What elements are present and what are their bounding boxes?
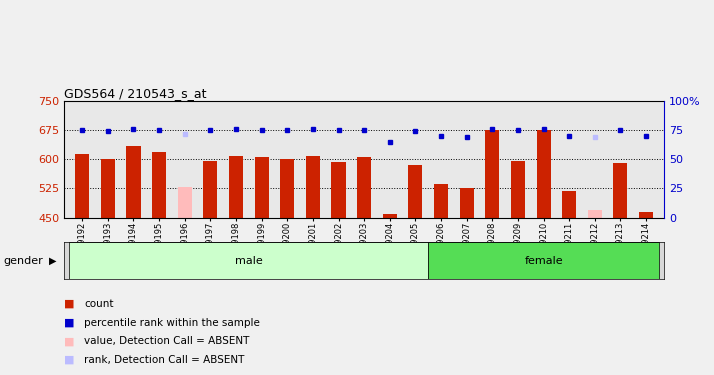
Bar <box>428 242 659 279</box>
Bar <box>229 156 243 218</box>
Bar <box>588 210 602 218</box>
Bar <box>460 188 473 218</box>
Text: count: count <box>84 299 114 309</box>
Bar <box>69 242 428 279</box>
Bar <box>613 163 628 218</box>
Text: value, Detection Call = ABSENT: value, Detection Call = ABSENT <box>84 336 250 346</box>
Text: rank, Detection Call = ABSENT: rank, Detection Call = ABSENT <box>84 355 245 365</box>
Bar <box>203 160 217 218</box>
Text: ■: ■ <box>64 299 75 309</box>
Bar <box>486 130 499 218</box>
Text: percentile rank within the sample: percentile rank within the sample <box>84 318 260 327</box>
Bar <box>357 157 371 218</box>
Text: ■: ■ <box>64 318 75 327</box>
Bar <box>255 158 268 218</box>
Text: ■: ■ <box>64 336 75 346</box>
Text: female: female <box>524 256 563 266</box>
Bar <box>562 191 576 217</box>
Bar <box>511 160 525 218</box>
Bar <box>383 214 397 217</box>
Bar <box>75 154 89 218</box>
Bar <box>639 213 653 217</box>
Text: GDS564 / 210543_s_at: GDS564 / 210543_s_at <box>64 87 207 100</box>
Text: ■: ■ <box>64 355 75 365</box>
Bar <box>434 184 448 218</box>
Bar <box>306 156 320 218</box>
Bar <box>126 146 141 218</box>
Bar <box>101 159 115 218</box>
Bar <box>536 130 550 218</box>
Bar <box>152 152 166 217</box>
Text: ▶: ▶ <box>49 256 56 266</box>
Bar <box>331 162 346 218</box>
Text: gender: gender <box>4 256 44 266</box>
Text: male: male <box>235 256 263 266</box>
Bar <box>178 187 192 218</box>
Bar <box>408 165 423 218</box>
Bar <box>280 159 294 218</box>
